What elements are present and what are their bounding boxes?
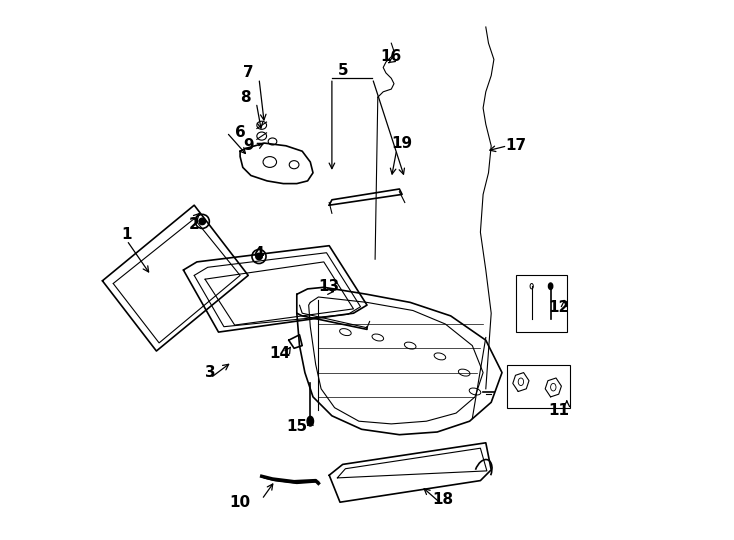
Text: 9: 9 bbox=[243, 138, 253, 153]
Text: 18: 18 bbox=[432, 492, 453, 507]
Text: 11: 11 bbox=[548, 403, 569, 418]
Text: 2: 2 bbox=[189, 217, 200, 232]
Text: 12: 12 bbox=[548, 300, 570, 315]
Ellipse shape bbox=[307, 416, 313, 426]
Text: 1: 1 bbox=[121, 227, 132, 242]
Ellipse shape bbox=[548, 283, 553, 289]
Circle shape bbox=[199, 218, 206, 225]
Text: 10: 10 bbox=[230, 495, 251, 510]
Text: 5: 5 bbox=[338, 63, 348, 78]
Text: 19: 19 bbox=[391, 136, 413, 151]
Text: 8: 8 bbox=[240, 90, 251, 105]
Text: 17: 17 bbox=[505, 138, 526, 153]
Text: 16: 16 bbox=[381, 49, 402, 64]
Text: 13: 13 bbox=[319, 279, 340, 294]
Text: 3: 3 bbox=[205, 365, 216, 380]
Text: 15: 15 bbox=[286, 419, 308, 434]
Circle shape bbox=[255, 253, 262, 260]
Text: 4: 4 bbox=[254, 246, 264, 261]
Text: 7: 7 bbox=[243, 65, 253, 80]
Text: 14: 14 bbox=[269, 346, 290, 361]
Text: 6: 6 bbox=[235, 125, 245, 140]
